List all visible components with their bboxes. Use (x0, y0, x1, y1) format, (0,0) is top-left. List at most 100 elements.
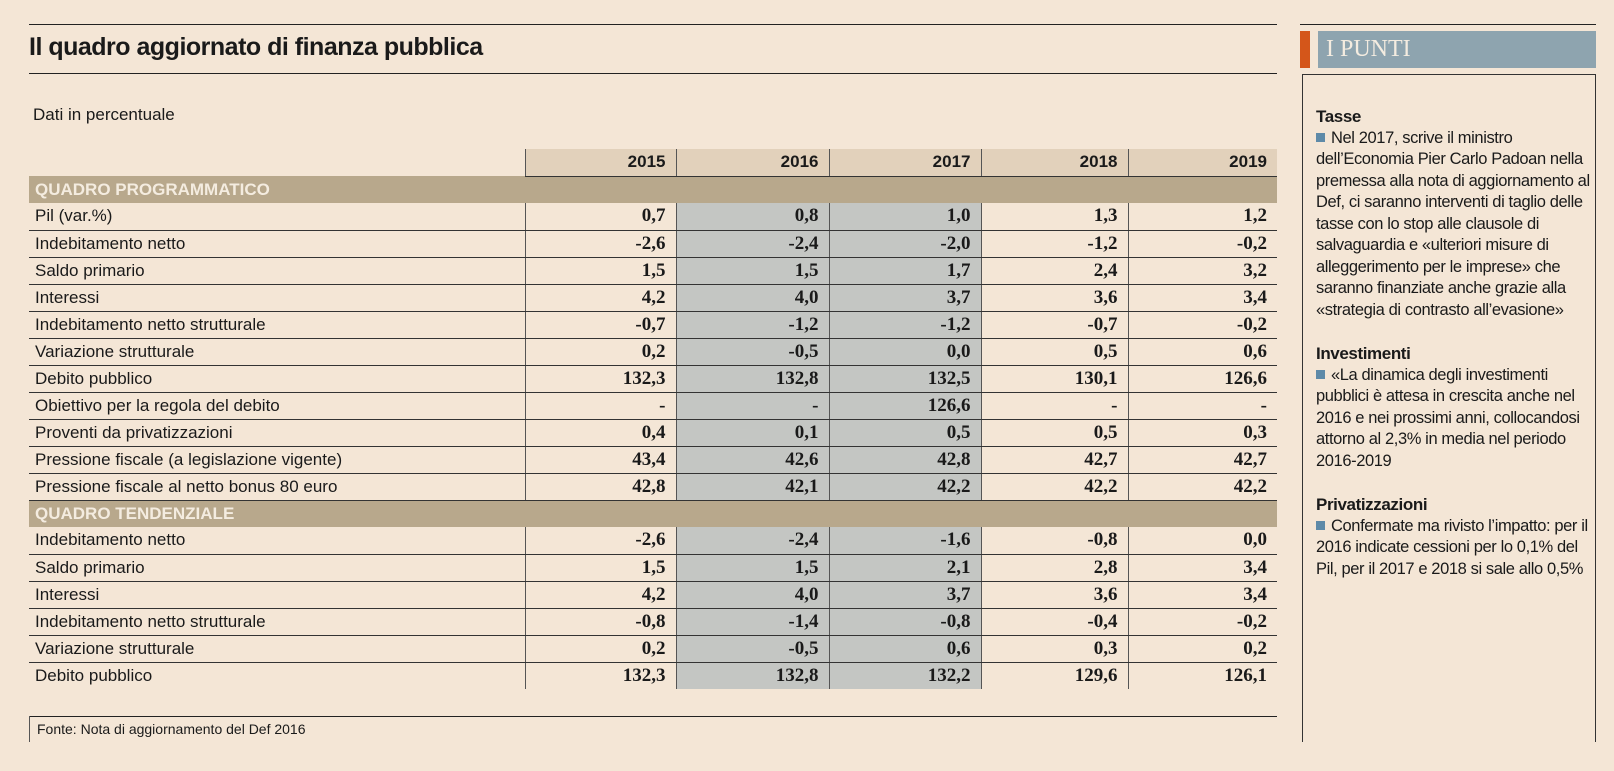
cell-value: 3,6 (980, 284, 1128, 312)
point-text-block: Confermate ma rivisto l’impatto: per il … (1316, 516, 1596, 581)
section-title: QUADRO TENDENZIALE (29, 500, 1277, 527)
cell-value: 0,5 (980, 419, 1128, 447)
table-row: Pressione fiscale al netto bonus 80 euro… (29, 473, 1277, 501)
cell-value: 0,0 (1127, 527, 1277, 555)
cell-value: 1,5 (675, 554, 829, 582)
cell-value: -0,2 (1127, 311, 1277, 339)
table-row: Saldo primario 1,5 1,5 2,1 2,8 3,4 (29, 554, 1277, 582)
cell-value: 4,2 (524, 581, 676, 609)
data-table: 2015 2016 2017 2018 2019 QUADRO PROGRAMMATIC… (29, 149, 1277, 689)
cell-value: 0,2 (524, 338, 676, 366)
row-label: Pressione fiscale (a legislazione vigent… (29, 446, 525, 474)
point-text: Nel 2017, scrive il ministro dell’Econom… (1316, 128, 1590, 319)
point-text: «La dinamica degli investimenti pubblici… (1316, 365, 1580, 470)
table-row: Interessi 4,2 4,0 3,7 3,6 3,4 (29, 284, 1277, 312)
cell-value: 126,6 (828, 392, 981, 420)
cell-value: 0,8 (675, 203, 829, 231)
cell-value: 126,1 (1127, 662, 1277, 689)
cell-value: 42,1 (675, 473, 829, 501)
column-header: 2018 (980, 149, 1128, 177)
cell-value: -1,2 (828, 311, 981, 339)
column-header: 2017 (828, 149, 981, 177)
table-row: Pil (var.%) 0,7 0,8 1,0 1,3 1,2 (29, 203, 1277, 231)
table-row: Pressione fiscale (a legislazione vigent… (29, 446, 1277, 474)
point-heading: Tasse (1316, 107, 1361, 126)
cell-value: 1,7 (828, 257, 981, 285)
table-row: Debito pubblico 132,3 132,8 132,2 129,6 126,1 (29, 662, 1277, 689)
cell-value: -2,6 (524, 527, 676, 555)
cell-value: 3,4 (1127, 284, 1277, 312)
cell-value: 132,8 (675, 365, 829, 393)
column-header: 2016 (675, 149, 829, 177)
source-rule (29, 716, 1277, 717)
cell-value: 3,4 (1127, 554, 1277, 582)
cell-value: -1,2 (980, 230, 1128, 258)
table-row: Interessi 4,2 4,0 3,7 3,6 3,4 (29, 581, 1277, 609)
row-label: Indebitamento netto (29, 527, 525, 555)
cell-value: 132,8 (675, 662, 829, 689)
cell-value: 0,3 (980, 635, 1128, 663)
cell-value: 132,3 (524, 662, 676, 689)
table-row: Debito pubblico 132,3 132,8 132,5 130,1 126,6 (29, 365, 1277, 393)
cell-value: 0,7 (524, 203, 676, 231)
cell-value: 42,2 (1127, 473, 1277, 501)
cell-value: 1,5 (524, 257, 676, 285)
cell-value: 1,3 (980, 203, 1128, 231)
cell-value: 2,4 (980, 257, 1128, 285)
cell-value: 3,6 (980, 581, 1128, 609)
cell-value: 0,6 (1127, 338, 1277, 366)
row-label: Indebitamento netto (29, 230, 525, 258)
point-heading: Investimenti (1316, 344, 1411, 363)
cell-value: - (524, 392, 676, 420)
cell-value: - (980, 392, 1128, 420)
cell-value: 42,8 (524, 473, 676, 501)
square-bullet-icon (1316, 132, 1325, 142)
point-text: Confermate ma rivisto l’impatto: per il … (1316, 516, 1588, 578)
row-label: Saldo primario (29, 257, 525, 285)
title-rule (29, 73, 1277, 74)
cell-value: -0,5 (675, 338, 829, 366)
table-row: Variazione strutturale 0,2 -0,5 0,0 0,5 0,6 (29, 338, 1277, 366)
cell-value: - (675, 392, 829, 420)
table-row: Indebitamento netto strutturale -0,8 -1,4-… (29, 608, 1277, 636)
table-row: Obiettivo per la regola del debito - -126,… (29, 392, 1277, 420)
cell-value: - (1127, 392, 1277, 420)
column-header: 2019 (1127, 149, 1277, 177)
row-label: Proventi da privatizzazioni (29, 419, 525, 447)
column-header: 2015 (524, 149, 676, 177)
cell-value: 126,6 (1127, 365, 1277, 393)
cell-value: 43,4 (524, 446, 676, 474)
table-row: Variazione strutturale 0,2 -0,5 0,6 0,3 0,2 (29, 635, 1277, 663)
cell-value: -2,0 (828, 230, 981, 258)
cell-value: 3,7 (828, 581, 981, 609)
table-row: Indebitamento netto -2,6 -2,4 -2,0 -1,2 -0,2 (29, 230, 1277, 258)
row-label: Saldo primario (29, 554, 525, 582)
cell-value: -0,4 (980, 608, 1128, 636)
cell-value: -2,4 (675, 230, 829, 258)
point-heading: Privatizzazioni (1316, 495, 1428, 514)
cell-value: -0,8 (828, 608, 981, 636)
panel-content: Tasse Nel 2017, scrive il ministro dell’E… (1316, 106, 1596, 602)
square-bullet-icon (1316, 369, 1325, 379)
cell-value: 0,6 (828, 635, 981, 663)
cell-value: 1,0 (828, 203, 981, 231)
cell-value: 2,1 (828, 554, 981, 582)
cell-value: 0,5 (828, 419, 981, 447)
row-label: Interessi (29, 284, 525, 312)
cell-value: 0,0 (828, 338, 981, 366)
cell-value: 1,2 (1127, 203, 1277, 231)
square-bullet-icon (1316, 520, 1325, 530)
row-label: Pil (var.%) (29, 203, 525, 231)
row-label: Interessi (29, 581, 525, 609)
cell-value: 3,2 (1127, 257, 1277, 285)
cell-value: 0,4 (524, 419, 676, 447)
cell-value: 1,5 (524, 554, 676, 582)
cell-value: 42,6 (675, 446, 829, 474)
section-header: QUADRO TENDENZIALE (29, 500, 1277, 527)
section-title: QUADRO PROGRAMMATICO (29, 176, 1277, 203)
cell-value: 4,2 (524, 284, 676, 312)
cell-value: 42,7 (980, 446, 1128, 474)
top-rule (29, 24, 1277, 25)
cell-value: -2,6 (524, 230, 676, 258)
table-row: Saldo primario 1,5 1,5 1,7 2,4 3,2 (29, 257, 1277, 285)
